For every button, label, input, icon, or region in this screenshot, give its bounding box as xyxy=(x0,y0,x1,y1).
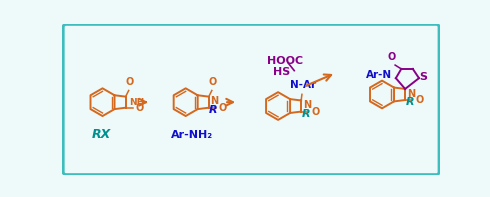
Text: N: N xyxy=(210,96,219,106)
Text: Ar-NH₂: Ar-NH₂ xyxy=(171,129,213,139)
Text: Ar-N: Ar-N xyxy=(366,70,392,80)
Text: R: R xyxy=(209,105,218,115)
Text: O: O xyxy=(208,77,217,87)
Text: HOOC: HOOC xyxy=(267,56,303,66)
Text: NH: NH xyxy=(129,98,144,107)
Text: R: R xyxy=(301,109,310,119)
FancyBboxPatch shape xyxy=(63,24,439,175)
Text: N: N xyxy=(303,100,311,110)
Text: O: O xyxy=(219,103,227,113)
Text: O: O xyxy=(388,52,396,62)
Text: N: N xyxy=(407,89,415,99)
Text: HS: HS xyxy=(273,67,290,77)
Text: O: O xyxy=(125,77,134,87)
Text: O: O xyxy=(415,95,423,105)
Text: N-Ar: N-Ar xyxy=(290,81,316,90)
Text: R: R xyxy=(405,97,414,107)
Text: S: S xyxy=(419,72,427,82)
Text: O: O xyxy=(311,107,319,117)
Text: O: O xyxy=(136,103,144,113)
Text: RX: RX xyxy=(91,128,111,141)
